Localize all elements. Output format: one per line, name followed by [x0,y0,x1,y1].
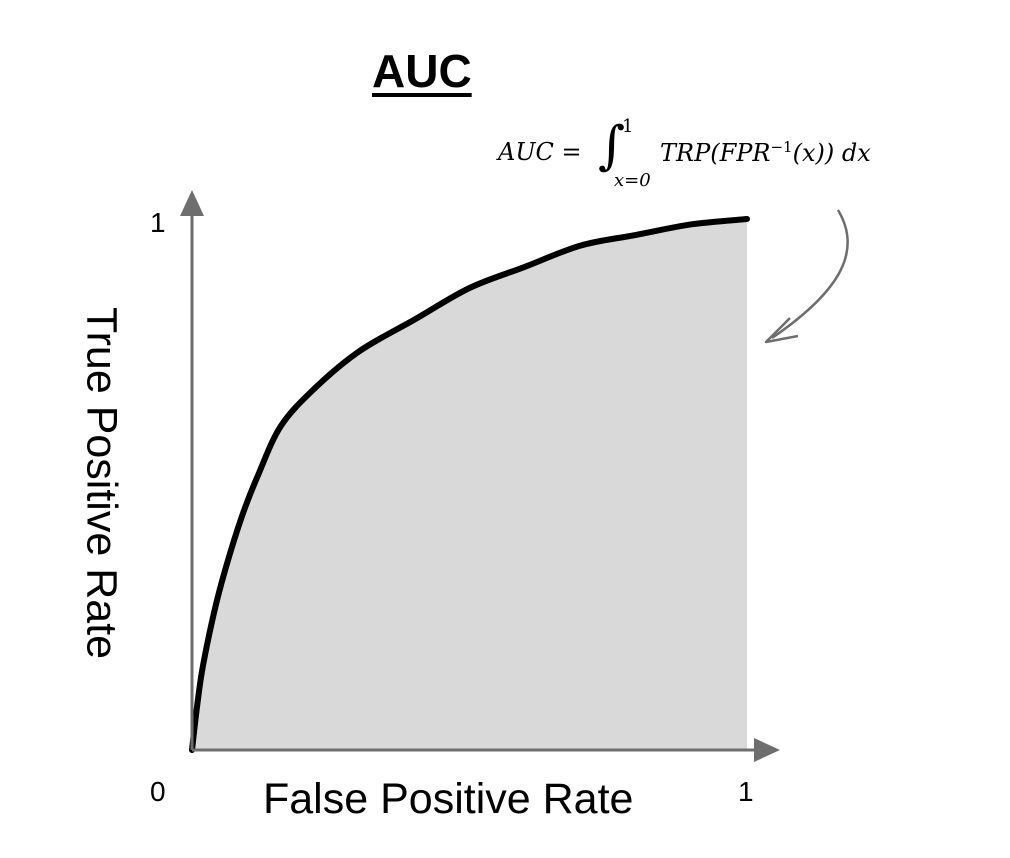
formula-integrand-head: TRP(FPR [660,139,771,167]
formula-lhs: AUC = [498,138,582,166]
annotation-arrow [771,209,849,340]
annotation-arrowhead-icon [764,317,799,344]
y-tick-1: 1 [150,207,166,238]
y-axis-label: True Positive Rate [77,306,126,660]
integral-sign-icon: ∫ [598,116,626,176]
x-axis-label: False Positive Rate [263,775,634,823]
formula-integrand-tail: (x)) dx [792,139,871,167]
roc-curve [189,216,750,753]
x-axis-arrow-icon [754,738,780,762]
auc-area [192,219,747,750]
y-axis-arrow-icon [180,190,204,216]
formula-integrand: TRP(FPR−1(x)) dx [660,138,871,167]
formula-exponent: −1 [770,138,793,156]
formula-upper-limit: 1 [622,116,634,137]
chart-title: AUC [372,45,472,97]
formula-lower-limit: x=0 [614,170,651,191]
x-tick-1: 1 [738,776,754,807]
x-tick-0: 0 [150,776,166,807]
